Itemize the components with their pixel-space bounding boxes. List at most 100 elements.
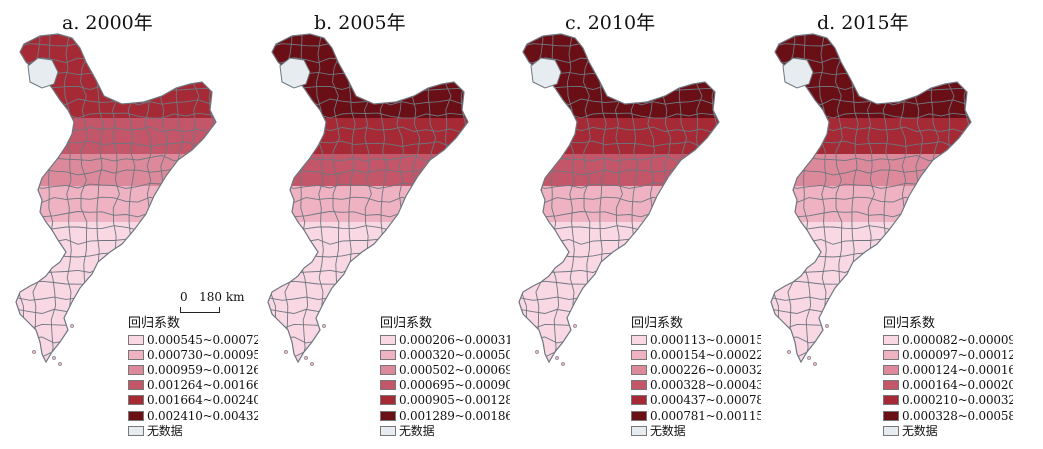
island: [825, 324, 829, 328]
no-data-area: [27, 57, 59, 89]
legend-item: 0.000206~0.000319: [380, 332, 510, 347]
legend-label: 0.000545~0.000729: [147, 332, 258, 347]
legend-label: 0.000328~0.000436: [650, 378, 761, 393]
legend-swatch: [631, 425, 647, 436]
legend-item-no-data: 无数据: [631, 423, 761, 438]
legend-swatch: [883, 380, 899, 391]
region-band: [16, 186, 216, 222]
map-panel-2000: a. 2000年 0 180 km 回归系数 0.000545~0.000729 0…: [0, 0, 258, 449]
region-band: [771, 186, 971, 222]
legend-title: 回归系数: [883, 316, 936, 331]
legend-swatch: [883, 425, 899, 436]
legend-label: 无数据: [399, 423, 435, 438]
legend-swatch: [631, 364, 647, 375]
legend: 回归系数 0.000206~0.000319 0.000320~0.000501 0.…: [380, 316, 510, 438]
legend-swatch: [380, 425, 396, 436]
legend-label: 0.000905~0.001288: [399, 393, 510, 408]
island: [52, 356, 56, 360]
legend-swatch: [631, 410, 647, 421]
legend-item-no-data: 无数据: [883, 423, 1013, 438]
legend-label: 0.000502~0.000694: [399, 362, 510, 377]
legend-item-no-data: 无数据: [380, 423, 510, 438]
legend-title: 回归系数: [631, 316, 684, 331]
legend-swatch: [380, 380, 396, 391]
legend-item: 0.000320~0.000501: [380, 347, 510, 362]
choropleth-map: [267, 33, 469, 366]
legend-item: 0.000437~0.000780: [631, 393, 761, 408]
legend-swatch: [128, 364, 144, 375]
legend-item: 0.000097~0.000123: [883, 347, 1013, 362]
island: [310, 362, 314, 366]
legend-swatch: [128, 349, 144, 360]
legend-label: 0.001264~0.001663: [147, 378, 258, 393]
legend-item: 0.001289~0.001860: [380, 408, 510, 423]
island: [32, 350, 36, 354]
legend-swatch: [128, 334, 144, 345]
legend-label: 0.000730~0.000958: [147, 347, 258, 362]
legend-swatch: [380, 349, 396, 360]
region-band: [16, 118, 216, 154]
island: [322, 324, 326, 328]
region-band: [268, 186, 468, 222]
legend-item: 0.000124~0.000163: [883, 362, 1013, 377]
legend-item: 0.000781~0.001158: [631, 408, 761, 423]
region-outline: [15, 33, 217, 364]
legend-label: 0.000320~0.000501: [399, 347, 510, 362]
map-panel-2015: d. 2015年 回归系数 0.000082~0.000096 0.000097~0…: [755, 0, 1013, 449]
region-outline: [518, 33, 720, 364]
legend-item: 0.002410~0.004326: [128, 408, 258, 423]
legend-item: 0.000959~0.001263: [128, 362, 258, 377]
legend-item: 0.000545~0.000729: [128, 332, 258, 347]
legend-swatch: [631, 349, 647, 360]
legend-label: 无数据: [902, 423, 938, 438]
region-outline: [770, 33, 972, 364]
legend-swatch: [883, 364, 899, 375]
legend-label: 0.000781~0.001158: [650, 408, 761, 423]
legend-swatch: [128, 410, 144, 421]
legend-label: 0.000113~0.000153: [650, 332, 761, 347]
scale-zero: 0: [180, 290, 188, 304]
no-data-area: [530, 57, 562, 89]
island: [555, 356, 559, 360]
choropleth-map: [770, 33, 972, 366]
legend-label: 0.001289~0.001860: [399, 408, 510, 423]
legend-label: 0.000164~0.000209: [902, 378, 1013, 393]
region-band: [519, 118, 719, 154]
island: [813, 362, 817, 366]
panel-title: b. 2005年: [314, 12, 406, 34]
legend-item: 0.000210~0.000327: [883, 393, 1013, 408]
legend-item: 0.000154~0.000225: [631, 347, 761, 362]
legend-swatch: [883, 349, 899, 360]
legend-item: 0.000328~0.000436: [631, 378, 761, 393]
legend-swatch: [380, 395, 396, 406]
legend-label: 0.000154~0.000225: [650, 347, 761, 362]
legend: 回归系数 0.000113~0.000153 0.000154~0.000225 0.…: [631, 316, 761, 438]
legend-swatch: [883, 410, 899, 421]
island: [58, 362, 62, 366]
legend-swatch: [380, 364, 396, 375]
island: [535, 350, 539, 354]
island: [70, 324, 74, 328]
legend-label: 0.000695~0.000904: [399, 378, 510, 393]
region-outline: [267, 33, 469, 364]
no-data-area: [782, 57, 814, 89]
choropleth-map: [518, 33, 720, 366]
legend-swatch: [883, 395, 899, 406]
legend-title: 回归系数: [380, 316, 433, 331]
legend-swatch: [380, 410, 396, 421]
legend-label: 0.000959~0.001263: [147, 362, 258, 377]
scale-value: 180 km: [199, 290, 245, 304]
island: [284, 350, 288, 354]
island: [561, 362, 565, 366]
legend-label: 0.000328~0.000580: [902, 408, 1013, 423]
legend-item: 0.000502~0.000694: [380, 362, 510, 377]
map-panel-2010: c. 2010年 回归系数 0.000113~0.000153 0.000154~0…: [503, 0, 761, 449]
island: [787, 350, 791, 354]
legend: 回归系数 0.000545~0.000729 0.000730~0.000958 0.…: [128, 316, 258, 438]
legend-item: 0.000164~0.000209: [883, 378, 1013, 393]
legend-label: 0.000082~0.000096: [902, 332, 1013, 347]
legend-swatch: [128, 380, 144, 391]
panel-title: a. 2000年: [62, 12, 153, 34]
scale-line: [180, 307, 220, 313]
